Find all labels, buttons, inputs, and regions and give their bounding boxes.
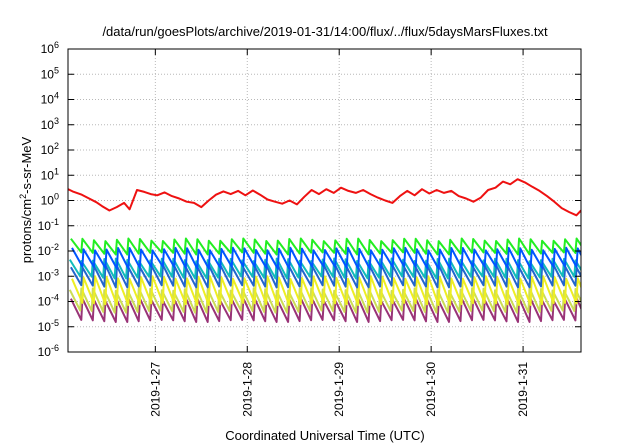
y-tick-label: 10-5 — [38, 318, 59, 334]
x-tick-label: 2019-1-29 — [332, 362, 346, 417]
chart-title: /data/run/goesPlots/archive/2019-01-31/1… — [102, 24, 548, 39]
y-tick-label: 106 — [41, 40, 59, 56]
y-tick-label: 10-2 — [38, 242, 59, 258]
x-axis-label: Coordinated Universal Time (UTC) — [225, 428, 424, 443]
x-tick-label: 2019-1-30 — [424, 362, 438, 417]
y-tick-label: 10-1 — [38, 217, 59, 233]
y-tick-label: 10-3 — [38, 267, 59, 283]
grid-lines — [68, 49, 581, 352]
x-tick-label: 2019-1-27 — [148, 362, 162, 417]
y-tick-label: 104 — [41, 91, 59, 107]
x-axis-ticks: 2019-1-27 2019-1-28 2019-1-29 2019-1-30 2019… — [148, 49, 530, 417]
y-axis-label: protons/cm2-s-sr-MeV — [18, 136, 34, 263]
series-line — [71, 246, 581, 270]
y-tick-label: 10-4 — [38, 293, 59, 309]
y-tick-label: 10-6 — [38, 343, 59, 359]
x-tick-label: 2019-1-31 — [516, 362, 530, 417]
y-tick-label: 101 — [41, 166, 59, 182]
y-tick-label: 102 — [41, 141, 59, 157]
y-tick-label: 105 — [41, 65, 59, 81]
series-line — [70, 264, 581, 289]
series-line — [68, 257, 581, 280]
series-line — [68, 178, 581, 217]
series-line — [70, 237, 581, 256]
y-tick-label: 103 — [41, 116, 59, 132]
plot-frame — [67, 48, 582, 353]
series-line — [71, 275, 581, 306]
x-tick-label: 2019-1-28 — [240, 362, 254, 417]
series-layer — [68, 178, 581, 323]
y-axis-ticks: 10-6 10-5 10-4 10-3 10-2 10-1 100 101 102 103 104 1… — [38, 40, 581, 359]
y-tick-label: 100 — [41, 192, 59, 208]
